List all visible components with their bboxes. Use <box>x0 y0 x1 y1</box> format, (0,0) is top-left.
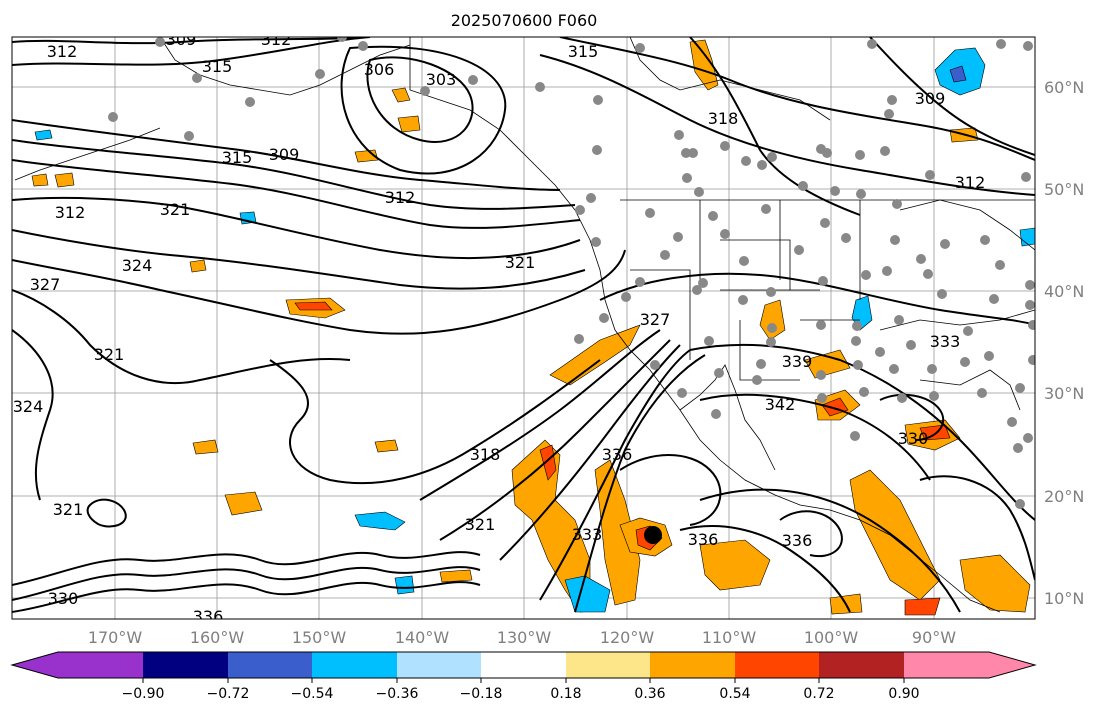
lat-label: 10°N <box>1044 589 1084 608</box>
colorbar-segment <box>397 652 481 678</box>
colorbar-segment <box>143 652 228 678</box>
colorbar-tick-label: 0.90 <box>888 686 919 702</box>
colorbar-outline <box>10 651 1037 679</box>
contour-label: 327 <box>640 310 671 329</box>
contour-label: 312 <box>47 42 78 61</box>
latitude-labels: 60°N 50°N 40°N 30°N 20°N 10°N <box>1044 78 1084 608</box>
colorbar-segment <box>228 652 312 678</box>
contour-label: 336 <box>193 607 224 626</box>
contour-label: 309 <box>166 30 197 49</box>
contour-label: 318 <box>708 109 739 128</box>
lat-label: 40°N <box>1044 282 1084 301</box>
contour-label: 336 <box>688 530 719 549</box>
lon-label: 100°W <box>804 628 859 647</box>
station-markers <box>108 37 1035 509</box>
coastlines <box>14 37 1035 613</box>
lat-label: 50°N <box>1044 180 1084 199</box>
colorbar-tick-label: −0.18 <box>460 686 503 702</box>
contour-label: 330 <box>48 589 79 608</box>
colorbar-segment <box>312 652 397 678</box>
lon-label: 170°W <box>88 628 143 647</box>
colorbar: −0.90 −0.72 −0.54 −0.36 −0.18 0.18 0.36 … <box>10 651 1037 702</box>
contour-label: 336 <box>602 445 633 464</box>
height-contours <box>12 37 1035 613</box>
colorbar-segment <box>481 652 566 678</box>
colorbar-segment <box>650 652 735 678</box>
colorbar-segment <box>566 652 650 678</box>
colorbar-tick-label: 0.54 <box>719 686 750 702</box>
colorbar-tick-label: −0.36 <box>376 686 419 702</box>
contour-label: 309 <box>269 145 300 164</box>
contour-label: 339 <box>782 352 813 371</box>
contour-label: 318 <box>470 445 501 464</box>
contour-label: 312 <box>261 30 292 49</box>
lon-label: 150°W <box>292 628 347 647</box>
contour-label: 333 <box>572 525 603 544</box>
contour-label: 321 <box>94 345 125 364</box>
contour-label: 312 <box>55 203 86 222</box>
longitude-labels: 170°W 160°W 150°W 140°W 130°W 120°W 110°… <box>88 628 956 647</box>
lat-label: 30°N <box>1044 384 1084 403</box>
contour-label: 327 <box>30 275 61 294</box>
contour-label: 321 <box>505 253 536 272</box>
contour-label: 306 <box>364 60 395 79</box>
lat-label: 60°N <box>1044 78 1084 97</box>
lon-gridlines <box>114 37 935 619</box>
colorbar-segment <box>12 652 58 678</box>
lat-label: 20°N <box>1044 487 1084 506</box>
colorbar-segment <box>58 652 143 678</box>
contour-label: 315 <box>222 148 253 167</box>
contour-label: 330 <box>898 429 929 448</box>
colorbar-tick-label: 0.36 <box>634 686 665 702</box>
colorbar-tick-label: −0.72 <box>207 686 250 702</box>
contour-label: 309 <box>915 89 946 108</box>
map-content: 312 309 312 315 306 303 315 318 309 315 … <box>12 30 1035 626</box>
colorbar-tick-label: 0.72 <box>803 686 834 702</box>
lon-label: 120°W <box>600 628 655 647</box>
contour-label: 333 <box>930 332 961 351</box>
contour-label: 321 <box>160 200 191 219</box>
contour-label: 312 <box>955 173 986 192</box>
storm-center-marker <box>644 526 662 544</box>
lon-label: 160°W <box>190 628 245 647</box>
contour-label: 312 <box>385 188 416 207</box>
contour-label: 315 <box>568 42 599 61</box>
lon-label: 90°W <box>912 628 956 647</box>
contour-label: 342 <box>765 395 796 414</box>
map-frame <box>11 36 1036 620</box>
colorbar-segment <box>904 652 989 678</box>
colorbar-tick-label: 0.18 <box>550 686 581 702</box>
contour-label: 321 <box>465 515 496 534</box>
contour-labels: 312 309 312 315 306 303 315 318 309 315 … <box>13 30 986 626</box>
colorbar-segment <box>989 652 1035 678</box>
contour-label: 321 <box>53 500 84 519</box>
colorbar-segment <box>819 652 904 678</box>
lon-label: 110°W <box>702 628 757 647</box>
contour-label: 336 <box>782 531 813 550</box>
contour-label: 315 <box>202 57 233 76</box>
contour-label: 324 <box>122 256 153 275</box>
colorbar-tick-label: −0.90 <box>122 686 165 702</box>
colorbar-tick-label: −0.54 <box>291 686 334 702</box>
lon-label: 130°W <box>497 628 552 647</box>
colorbar-segment <box>735 652 819 678</box>
contour-label: 303 <box>426 70 457 89</box>
map-title: 2025070600 F060 <box>451 11 598 30</box>
contour-label: 324 <box>13 397 44 416</box>
lon-label: 140°W <box>395 628 450 647</box>
